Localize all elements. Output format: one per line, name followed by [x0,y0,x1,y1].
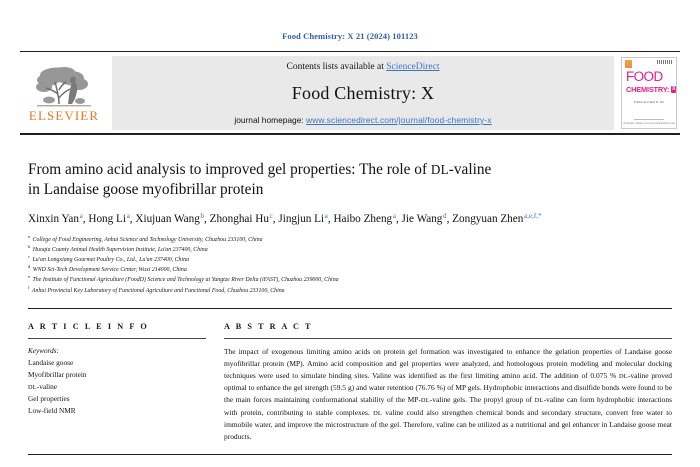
affiliation-marker: f [28,284,30,290]
keyword-item[interactable]: Myofibrillar protein [28,370,87,380]
keyword-item[interactable]: DL-valine [28,381,58,391]
article-info-heading: A R T I C L E I N F O [28,321,149,331]
cover-chemistry-label: CHEMISTRY: [626,84,670,94]
affiliation-marker: c [28,254,31,260]
affiliation-text: The Institute of Functional Agriculture … [31,277,339,284]
author-list: Xinxin Yana, Hong Lia, Xiujuan Wangb, Zh… [28,211,542,226]
author-name[interactable]: Jie Wang [401,213,443,226]
keywords-list: Landaise goose Myofibrillar protein DL-val… [28,357,206,416]
affiliation-item: d WND Sci-Tech Development Service Cente… [28,265,672,275]
contents-line: Contents lists available at ScienceDirec… [286,62,439,72]
keyword-item[interactable]: Gel properties [28,394,70,404]
keyword-item[interactable]: Low-field NMR [28,405,76,415]
masthead-bottom-rule [20,133,680,135]
author-affiliation-marker: a [79,211,83,220]
author-name[interactable]: Hong Li [88,213,126,226]
cover-subtitle: Editor-in-Chief X. Xu [634,99,664,104]
cover-barcode-icon [657,60,673,64]
author-name[interactable]: Zongyuan Zhen [452,213,524,226]
article-title-dl: DL [430,162,449,177]
keyword-item[interactable]: Landaise goose [28,358,74,368]
dl-smallcaps: DL [618,372,628,380]
sciencedirect-link[interactable]: ScienceDirect [386,62,440,72]
abstract-column: A B S T R A C T The impact of exogenous … [224,322,672,443]
author-name[interactable]: Jingjun Li [278,213,325,226]
elsevier-wordmark: ELSEVIER [28,108,100,123]
abstract-heading: A B S T R A C T [224,321,313,331]
author-name[interactable]: Xiujuan Wang [135,213,200,226]
journal-cover-thumbnail[interactable]: FOOD CHEMISTRY: X Editor-in-Chief X. Xu … [621,57,677,129]
keywords-label: Keywords: [28,346,59,355]
affiliation-text: College of Food Engineering, Anhui Scien… [31,236,263,243]
cover-x-badge: X [671,85,676,93]
journal-info-block: Contents lists available at ScienceDirec… [112,56,614,130]
elsevier-logo: ELSEVIER [20,56,108,130]
author-name[interactable]: Zhonghai Hu [209,213,269,226]
cover-top-row [622,58,676,68]
abstract-text: The impact of exogenous limiting amino a… [224,346,673,442]
contents-prefix: Contents lists available at [286,62,387,72]
abstract-rule [224,337,672,339]
affiliation-marker: b [28,244,31,250]
affiliation-text: Anhui Provincial Key Laboratory of Funct… [30,287,285,294]
affiliation-marker: e [28,274,31,280]
affiliation-list: a College of Food Engineering, Anhui Sci… [28,233,672,296]
affiliation-item: a College of Food Engineering, Anhui Sci… [28,233,672,245]
journal-homepage-line: journal homepage: www.sciencedirect.com/… [234,115,491,125]
affiliation-text: Lu'an Longxiang Gourmet Poultry Co., Ltd… [31,257,190,264]
running-head: Food Chemistry: X 21 (2024) 101123 [282,31,418,41]
cover-title-chemistry: CHEMISTRY: X [622,85,676,94]
journal-masthead: ELSEVIER Contents lists available at Sci… [20,51,680,130]
affiliation-marker: a [28,233,31,239]
cover-elsevier-icon [625,60,632,68]
info-abstract-section: A R T I C L E I N F O Keywords: Landaise… [28,307,672,443]
article-title-part2: -valine [448,161,492,178]
cover-footer: Available online at www.sciencedirect.co… [622,119,676,125]
article-title: From amino acid analysis to improved gel… [28,160,672,200]
author-affiliation-marker: a [126,211,130,220]
affiliation-item: c Lu'an Longxiang Gourmet Poultry Co., L… [28,254,672,265]
section-bottom-rule [28,454,672,456]
author-affiliation-marker: a,e,f,* [523,211,542,220]
homepage-prefix: journal homepage: [234,115,307,125]
dl-smallcaps: DL [420,397,430,405]
author-name[interactable]: Xinxin Yan [28,213,79,226]
author-affiliation-marker: a [324,211,328,220]
cover-footer-rule [634,119,664,120]
article-title-line2: in Landaise goose myofibrillar protein [28,181,264,199]
author-affiliation-marker: d [442,211,447,220]
affiliation-marker: d [28,264,31,270]
cover-footer-text: Available online at www.sciencedirect.co… [623,121,675,125]
author-name[interactable]: Haibo Zheng [333,213,393,226]
dl-smallcaps: DL [373,409,382,417]
dl-smallcaps: DL [534,397,544,405]
article-title-part1: From amino acid analysis to improved gel… [28,161,431,178]
author-affiliation-marker: c [269,211,273,220]
elsevier-tree-icon [35,64,93,108]
journal-cover-cell: FOOD CHEMISTRY: X Editor-in-Chief X. Xu … [618,56,680,130]
author-affiliation-marker: b [200,211,205,220]
dl-smallcaps: DL [28,383,37,391]
cover-title-food: FOOD [626,69,663,84]
affiliation-item: e The Institute of Functional Agricultur… [28,275,672,285]
article-info-column: A R T I C L E I N F O Keywords: Landaise… [28,322,206,443]
affiliation-item: b Huoqiu County Animal Health Supervisio… [28,244,672,255]
article-info-rule [28,337,206,339]
journal-homepage-link[interactable]: www.sciencedirect.com/journal/food-chemi… [306,115,492,125]
affiliation-item: f Anhui Provincial Key Laboratory of Fun… [28,284,672,296]
author-affiliation-marker: a [392,211,396,220]
journal-title: Food Chemistry: X [291,83,435,103]
affiliation-text: WND Sci-Tech Development Service Center,… [31,267,187,274]
affiliation-text: Huoqiu County Animal Health Supervision … [31,246,208,253]
